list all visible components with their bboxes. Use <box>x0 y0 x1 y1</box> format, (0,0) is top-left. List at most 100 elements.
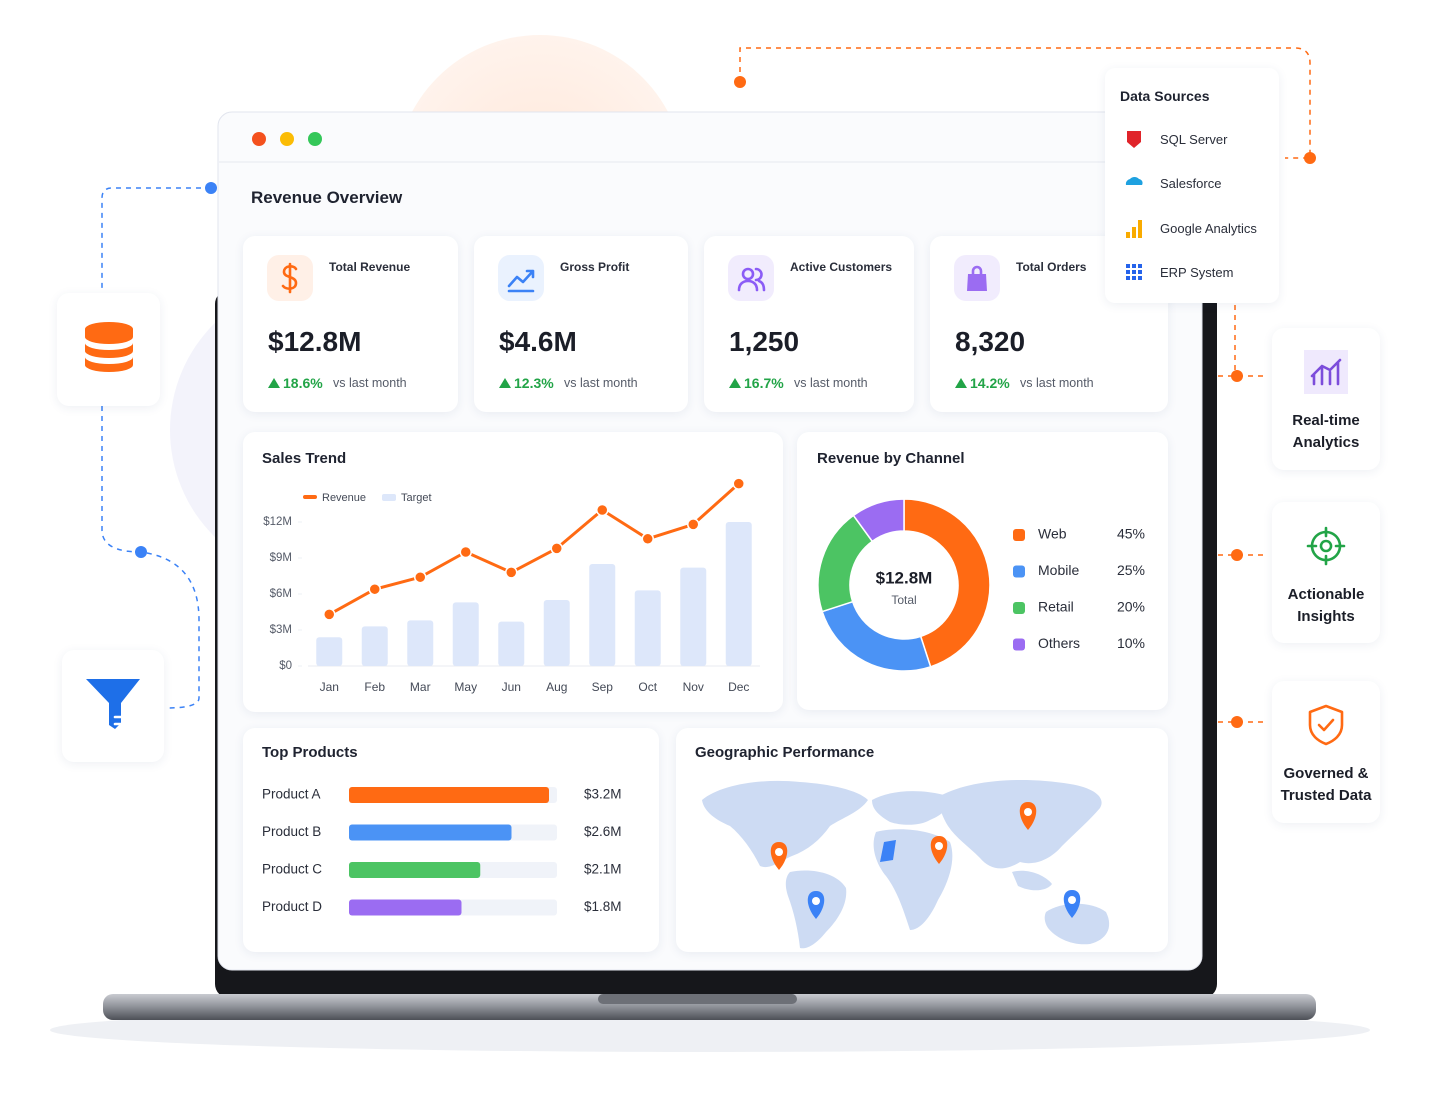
icon-glyph <box>507 269 535 293</box>
icon <box>281 262 298 294</box>
icon <box>1306 526 1346 566</box>
kpi-label: Total Orders <box>1016 260 1087 274</box>
kpi-card: Active Customers 1,250 16.7% vs last month <box>704 236 914 412</box>
window-dot <box>308 132 322 146</box>
connector-dot <box>135 546 147 558</box>
feature-card: Actionable Insights <box>1272 502 1380 643</box>
filter-icon <box>84 677 142 739</box>
kpi-change: 12.3% <box>514 375 554 391</box>
connector-dot <box>1231 370 1243 382</box>
kpi-note: vs last month <box>1020 376 1094 390</box>
data-sources-card: Data Sources SQL Server Salesforce Google A… <box>1105 68 1279 303</box>
chart-title: Geographic Performance <box>695 744 875 761</box>
icon <box>1304 350 1348 394</box>
kpi-value: $4.6M <box>499 326 577 357</box>
kpi-card: Gross Profit $4.6M 12.3% vs last month <box>474 236 688 412</box>
kpi-up-arrow <box>499 378 511 388</box>
kpi-note: vs last month <box>333 376 407 390</box>
kpi-up-arrow <box>729 378 741 388</box>
products-card <box>243 728 659 952</box>
database-icon <box>83 321 135 379</box>
icon <box>967 265 987 291</box>
connector <box>739 47 1311 159</box>
window-dot <box>280 132 294 146</box>
kpi-up-arrow <box>268 378 280 388</box>
feature-icon <box>1302 348 1350 396</box>
source-icon <box>1124 173 1144 193</box>
icon <box>1126 263 1142 280</box>
icon-glyph <box>113 715 125 726</box>
icon-glyph <box>967 274 987 291</box>
source-icon <box>1124 262 1144 282</box>
kpi-label: Active Customers <box>790 260 893 274</box>
icon-glyph <box>1125 177 1143 186</box>
source-name: SQL Server <box>1160 132 1228 147</box>
source-name: Salesforce <box>1160 176 1222 192</box>
icon-glyph <box>1126 263 1142 280</box>
icon-glyph <box>971 265 983 276</box>
kpi-label: Gross Profit <box>560 260 630 274</box>
icon <box>1308 704 1344 746</box>
kpi-change: 16.7% <box>744 375 784 391</box>
icon <box>1125 177 1143 186</box>
icon-glyph <box>1306 526 1346 566</box>
feature-label: Actionable Insights <box>1287 586 1365 625</box>
laptop-base <box>103 994 1316 1020</box>
feature-icon <box>1302 701 1350 749</box>
kpi-change: 14.2% <box>970 375 1010 391</box>
kpi-icon <box>954 255 1000 301</box>
filter-card <box>62 650 164 762</box>
icon-glyph <box>85 322 133 372</box>
geo-card <box>676 728 1168 952</box>
kpi-note: vs last month <box>564 376 638 390</box>
kpi-note: vs last month <box>794 376 868 390</box>
channel-card <box>797 432 1168 710</box>
icon-glyph <box>281 262 298 294</box>
kpi-value: 8,320 <box>955 326 1026 357</box>
feature-label: Real-time Analytics <box>1292 412 1360 451</box>
icon-glyph <box>1317 718 1335 732</box>
connector <box>101 187 211 709</box>
feature-icon <box>1302 522 1350 570</box>
window-dot <box>252 132 266 146</box>
connector-dot <box>734 76 746 88</box>
source-icon <box>1124 218 1144 238</box>
laptop-notch <box>598 994 797 1004</box>
kpi-card: Total Revenue $12.8M 18.6% vs last month <box>243 236 458 412</box>
connector-dot <box>205 182 217 194</box>
kpi-value: $12.8M <box>268 326 362 357</box>
feature-card: Governed & Trusted Data <box>1272 681 1380 823</box>
connector-dot <box>1304 152 1316 164</box>
feature-label: Governed & Trusted Data <box>1280 765 1372 804</box>
icon <box>1127 131 1141 148</box>
icon <box>737 267 766 292</box>
chart-title: Top Products <box>262 744 358 761</box>
icon-glyph <box>737 267 766 292</box>
source-name: Google Analytics <box>1160 220 1257 236</box>
icon <box>507 269 535 293</box>
icon-glyph <box>1304 350 1348 394</box>
sales-card <box>243 432 783 712</box>
kpi-icon <box>267 255 313 301</box>
source-icon <box>1124 129 1144 149</box>
feature-card: Real-time Analytics <box>1272 328 1380 470</box>
icon-glyph <box>1126 219 1142 238</box>
kpi-value: 1,250 <box>729 326 800 357</box>
connector <box>1218 305 1268 723</box>
kpi-icon <box>728 255 774 301</box>
icon <box>1126 219 1142 238</box>
icon <box>85 322 133 372</box>
connector-dot <box>1231 716 1243 728</box>
chart-title: Revenue by Channel <box>817 450 965 467</box>
icon-glyph <box>1310 358 1342 386</box>
icon-glyph <box>1127 131 1141 148</box>
kpi-icon <box>498 255 544 301</box>
icon <box>86 679 140 729</box>
kpi-up-arrow <box>955 378 967 388</box>
database-card <box>57 293 160 406</box>
icon-glyph <box>86 679 140 729</box>
source-name: ERP System <box>1160 264 1234 280</box>
icon-glyph <box>1310 530 1342 562</box>
page-title: Revenue Overview <box>251 188 403 207</box>
